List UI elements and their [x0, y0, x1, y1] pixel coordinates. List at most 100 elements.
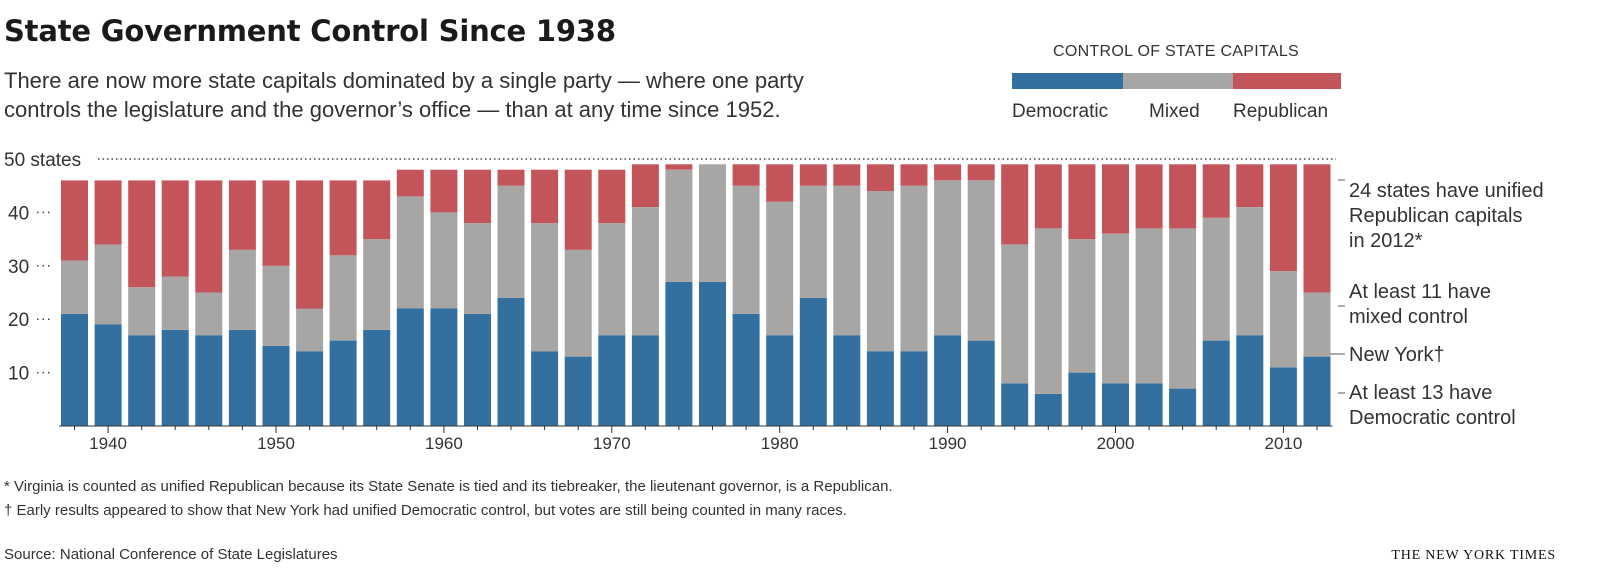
bar-mixed-1954	[329, 255, 357, 341]
bar-mixed-1992	[967, 180, 995, 341]
chart-title: State Government Control Since 1938	[4, 14, 616, 48]
bar-republican-1958	[396, 169, 424, 197]
bar-mixed-1960	[430, 212, 458, 309]
bar-democratic-1948	[228, 329, 256, 426]
bar-mixed-1952	[296, 308, 324, 352]
bar-democratic-1952	[296, 351, 324, 426]
x-tick-label-1960: 1960	[425, 434, 463, 453]
bar-republican-1940	[94, 180, 122, 245]
bar-republican-2004	[1169, 164, 1197, 229]
subtitle-line-1: There are now more state capitals domina…	[4, 68, 804, 93]
bar-republican-1982	[799, 164, 827, 186]
reference-line-label: 50 states	[4, 150, 81, 171]
bar-mixed-1966	[531, 223, 559, 352]
bar-republican-1980	[766, 164, 794, 202]
bar-democratic-1958	[396, 308, 424, 426]
bar-republican-1964	[497, 169, 525, 186]
bar-mixed-1948	[228, 249, 256, 330]
y-tick-label-20: 20	[8, 310, 29, 331]
bar-democratic-2008	[1236, 335, 1264, 426]
bar-democratic-1996	[1034, 394, 1062, 426]
bar-democratic-1986	[866, 351, 894, 426]
bar-mixed-1978	[732, 185, 760, 314]
bar-mixed-1968	[564, 249, 592, 357]
bar-republican-1946	[195, 180, 223, 293]
annotation-democratic-line-1: At least 13 have	[1349, 382, 1492, 404]
footnote-virginia: * Virginia is counted as unified Republi…	[4, 478, 893, 495]
bar-mixed-1942	[128, 287, 156, 336]
bar-republican-1994	[1001, 164, 1029, 245]
annotation-new-york: New York†	[1349, 344, 1445, 366]
bar-mixed-2000	[1102, 233, 1129, 384]
bars-group	[61, 164, 1331, 426]
bar-republican-1996	[1034, 164, 1062, 229]
bar-democratic-2004	[1169, 388, 1197, 426]
bar-republican-1998	[1068, 164, 1096, 240]
bar-mixed-1974	[665, 169, 693, 282]
bar-republican-1966	[531, 169, 559, 224]
annotation-mixed-line-2: mixed control	[1349, 306, 1468, 328]
legend-label-mixed: Mixed	[1149, 101, 1200, 122]
x-tick-label-1940: 1940	[89, 434, 127, 453]
y-tick-label-40: 40	[8, 203, 29, 224]
bar-mixed-2004	[1169, 228, 1197, 389]
bar-republican-1950	[262, 180, 290, 266]
legend-label-democratic: Democratic	[1012, 101, 1109, 122]
bar-republican-2008	[1236, 164, 1264, 207]
annotation-republican-line-1: 24 states have unified	[1349, 180, 1544, 202]
bar-mixed-1986	[866, 191, 894, 352]
bar-republican-1974	[665, 164, 693, 170]
bar-democratic-1944	[161, 329, 189, 426]
bar-democratic-1946	[195, 335, 223, 426]
x-axis: 1940 1950 1960 1970 1980 1990 2000 2010	[59, 425, 1333, 453]
bar-mixed-1990	[934, 180, 962, 336]
bar-republican-1954	[329, 180, 357, 256]
bar-democratic-1988	[900, 351, 928, 426]
source-note: Source: National Conference of State Leg…	[4, 546, 338, 563]
bar-democratic-1938	[61, 313, 88, 426]
bar-republican-2006	[1202, 164, 1230, 218]
legend-swatch-republican	[1233, 73, 1341, 89]
bar-democratic-2012	[1303, 356, 1331, 426]
x-tick-label-2000: 2000	[1097, 434, 1135, 453]
bar-mixed-1972	[631, 207, 659, 336]
legend-swatch-mixed	[1123, 73, 1233, 89]
bar-democratic-1972	[631, 335, 659, 426]
annotations: 24 states have unified Republican capita…	[1330, 179, 1544, 429]
bar-republican-1948	[228, 180, 256, 250]
bar-republican-1944	[161, 180, 189, 277]
bar-democratic-1962	[464, 313, 491, 426]
annotation-republican-line-3: in 2012*	[1349, 230, 1423, 252]
x-tick-label-1980: 1980	[761, 434, 799, 453]
bar-republican-1992	[967, 164, 995, 181]
bar-republican-1984	[833, 164, 861, 186]
bar-democratic-1978	[732, 313, 760, 426]
bar-republican-2012	[1303, 164, 1331, 293]
y-tick-label-30: 30	[8, 257, 29, 278]
bar-democratic-1994	[1001, 383, 1029, 426]
bar-democratic-1980	[766, 335, 794, 426]
bar-mixed-1956	[363, 239, 391, 330]
bar-mixed-1982	[799, 185, 827, 298]
bar-mixed-1976	[699, 164, 726, 282]
footnote-new-york: † Early results appeared to show that Ne…	[4, 502, 847, 519]
annotation-mixed-line-1: At least 11 have	[1349, 281, 1491, 303]
bar-democratic-2010	[1269, 367, 1297, 426]
legend-label-republican: Republican	[1233, 101, 1329, 122]
bar-democratic-1940	[94, 324, 122, 426]
bar-democratic-1982	[799, 297, 827, 426]
bar-republican-1942	[128, 180, 156, 288]
bar-republican-1968	[564, 169, 592, 250]
bar-mixed-2008	[1236, 207, 1264, 336]
bar-republican-1988	[900, 164, 928, 186]
bar-republican-1978	[732, 164, 760, 186]
bar-mixed-1980	[766, 201, 794, 336]
bar-democratic-1992	[967, 340, 995, 426]
legend-swatch-democratic	[1012, 73, 1123, 89]
bar-republican-1960	[430, 169, 458, 213]
subtitle-line-2: controls the legislature and the governo…	[4, 97, 781, 122]
bar-democratic-2000	[1102, 383, 1129, 426]
x-tick-label-2010: 2010	[1264, 434, 1302, 453]
